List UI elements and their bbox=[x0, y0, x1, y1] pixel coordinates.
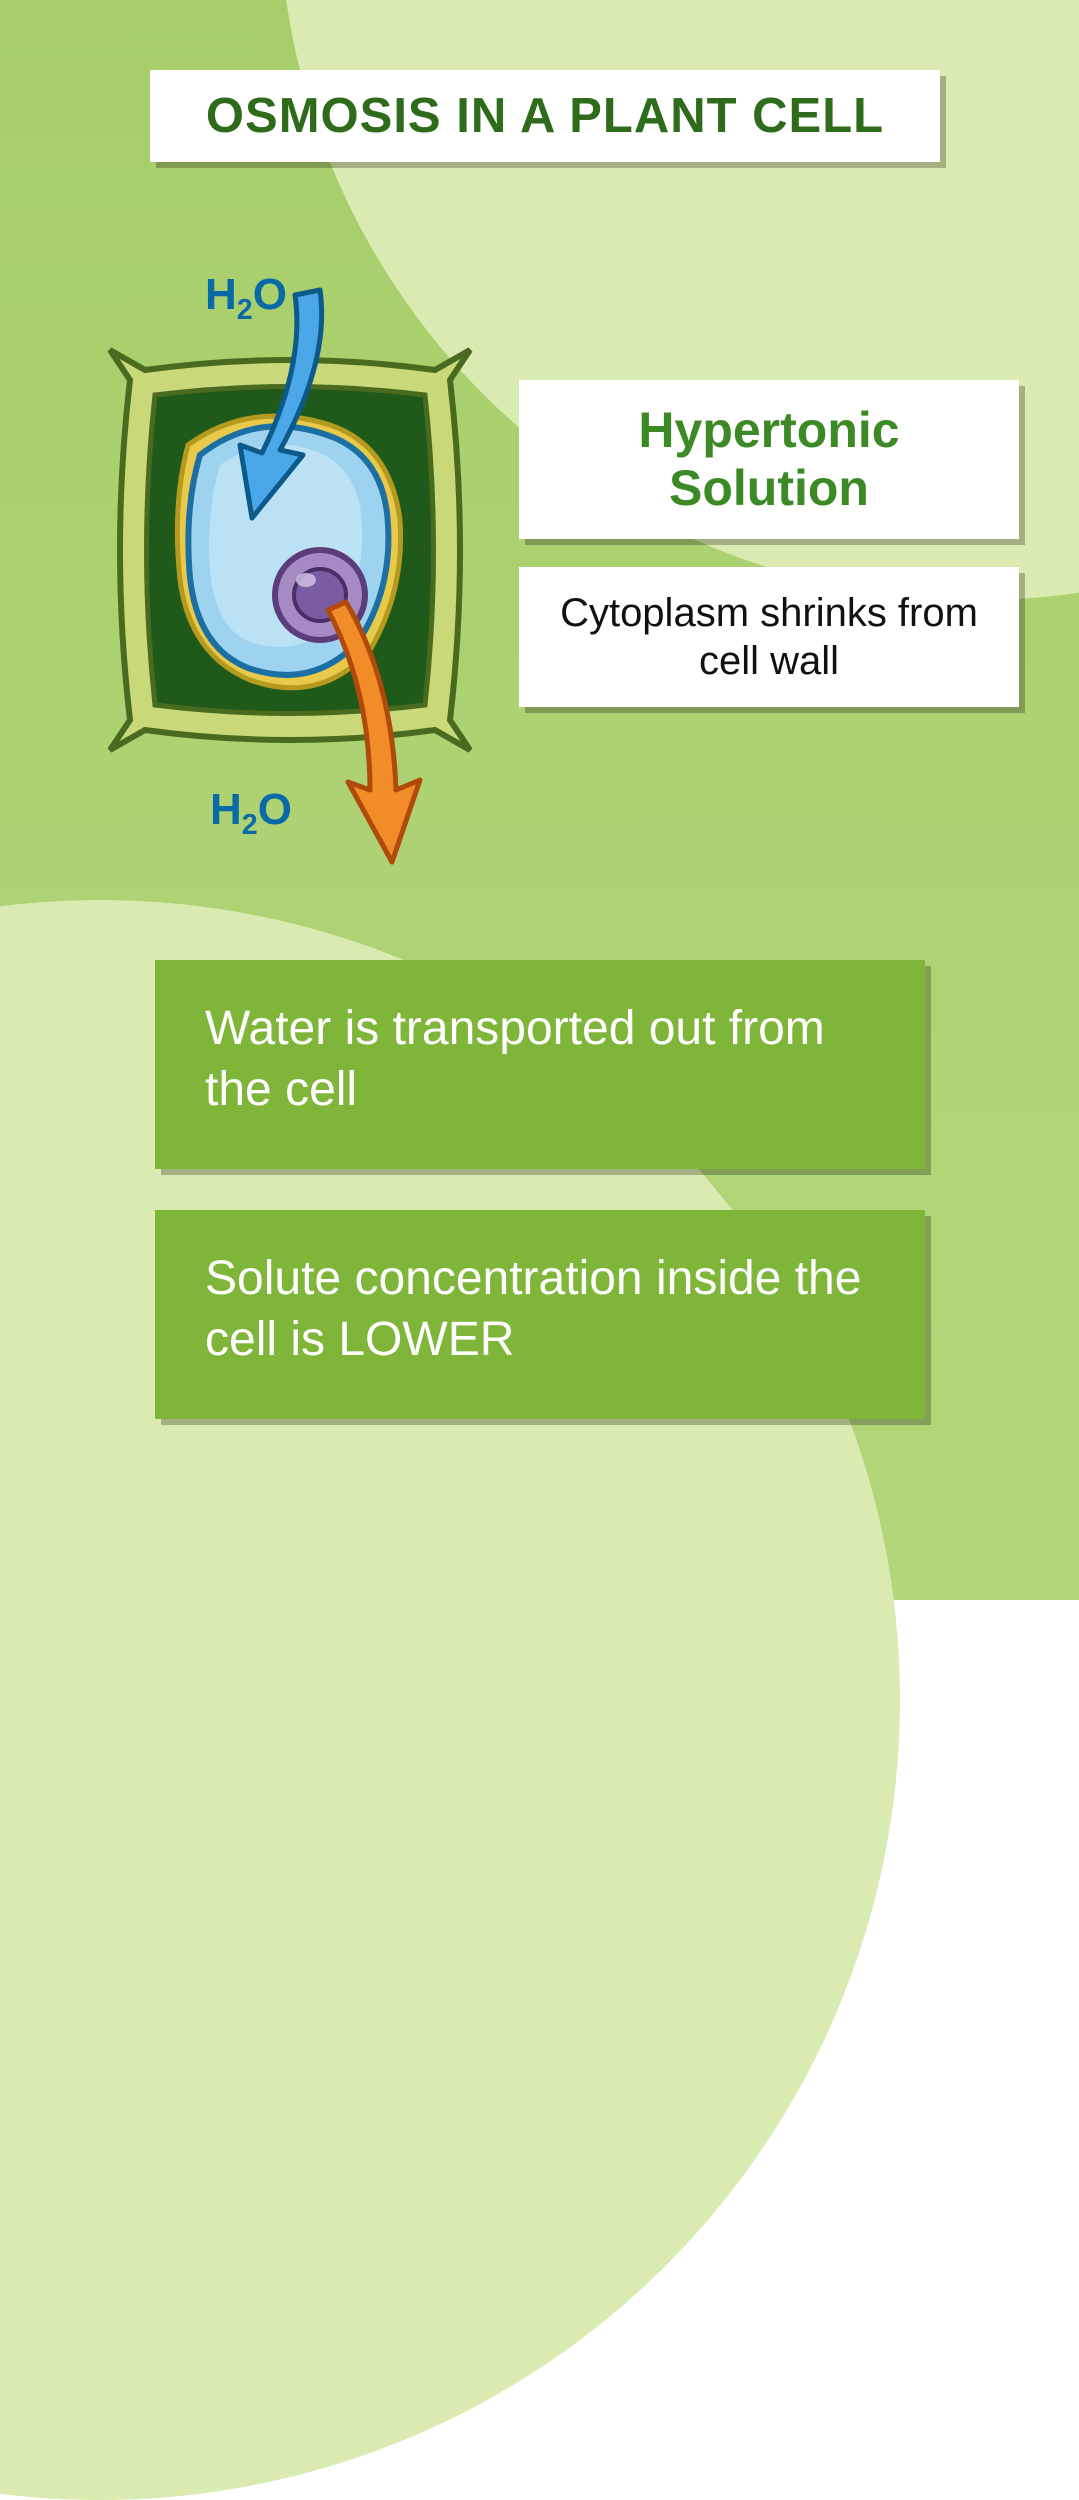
solution-description: Cytoplasm shrinks from cell wall bbox=[519, 567, 1019, 707]
nucleus-shine bbox=[296, 573, 316, 587]
fact-box-1: Water is transported out from the cell bbox=[155, 960, 925, 1169]
page-title: OSMOSIS IN A PLANT CELL bbox=[170, 88, 920, 144]
h2o-label-bottom: H2O bbox=[210, 785, 292, 842]
infographic-canvas: OSMOSIS IN A PLANT CELL bbox=[0, 0, 1079, 1600]
cell-diagram: H2O H2O bbox=[70, 250, 510, 890]
side-panels: Hypertonic Solution Cytoplasm shrinks fr… bbox=[519, 380, 1019, 735]
h2o-label-top: H2O bbox=[205, 270, 287, 327]
title-box: OSMOSIS IN A PLANT CELL bbox=[150, 70, 940, 162]
fact-box-2: Solute concentration inside the cell is … bbox=[155, 1210, 925, 1419]
solution-heading: Hypertonic Solution bbox=[519, 380, 1019, 539]
